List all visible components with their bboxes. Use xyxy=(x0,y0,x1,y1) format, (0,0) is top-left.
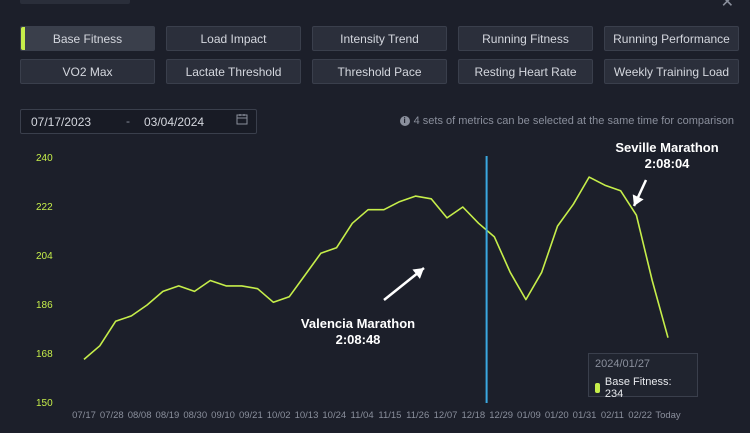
seville-annotation: Seville Marathon 2:08:04 xyxy=(597,140,737,172)
y-tick-label: 186 xyxy=(36,300,53,311)
valencia-arrow-icon xyxy=(383,267,425,301)
seville-name: Seville Marathon xyxy=(615,140,719,155)
close-icon[interactable]: ✕ xyxy=(720,0,734,11)
metric-button-threshold-pace[interactable]: Threshold Pace xyxy=(312,59,447,84)
top-bar: ✕ xyxy=(0,0,750,18)
end-date[interactable]: 03/04/2024 xyxy=(144,115,205,129)
x-tick-label: 07/28 xyxy=(100,410,124,421)
base-fitness-chart[interactable]: 150 168 186 204 222 240 07/17 07/28 08/08 08/19 08… xyxy=(0,140,750,433)
x-tick-label: 09/21 xyxy=(239,410,263,421)
x-tick-label: 01/31 xyxy=(573,410,597,421)
y-tick-label: 168 xyxy=(36,349,53,360)
start-date[interactable]: 07/17/2023 xyxy=(31,115,92,129)
date-range-picker[interactable]: 07/17/2023 - 03/04/2024 xyxy=(20,109,257,134)
metric-button-running-performance[interactable]: Running Performance xyxy=(604,26,739,51)
metric-button-weekly-training-load[interactable]: Weekly Training Load xyxy=(604,59,739,84)
metric-button-lactate-threshold[interactable]: Lactate Threshold xyxy=(166,59,301,84)
metric-button-intensity-trend[interactable]: Intensity Trend xyxy=(312,26,447,51)
y-tick-label: 204 xyxy=(36,251,53,262)
calendar-icon[interactable] xyxy=(236,113,248,125)
x-tick-label: 07/17 xyxy=(72,410,96,421)
chart-tooltip: 2024/01/27 Base Fitness: 234 xyxy=(588,353,698,400)
x-tick-label: 01/09 xyxy=(517,410,541,421)
tooltip-date: 2024/01/27 xyxy=(595,358,651,370)
metric-button-base-fitness[interactable]: Base Fitness xyxy=(20,26,155,51)
date-separator: - xyxy=(126,114,130,128)
metric-button-resting-heart-rate[interactable]: Resting Heart Rate xyxy=(458,59,593,84)
y-tick-label: 150 xyxy=(36,398,53,409)
seville-arrow-icon xyxy=(632,179,648,207)
x-tick-label: 11/15 xyxy=(378,410,401,421)
metric-button-load-impact[interactable]: Load Impact xyxy=(166,26,301,51)
x-tick-label: 12/18 xyxy=(461,410,485,421)
tooltip-row: Base Fitness: 234 xyxy=(595,376,691,400)
hint-text: 4 sets of metrics can be selected at the… xyxy=(413,115,734,127)
x-tick-label: 11/04 xyxy=(351,410,374,421)
valencia-annotation: Valencia Marathon 2:08:48 xyxy=(288,316,428,348)
x-tick-label: 01/20 xyxy=(545,410,569,421)
valencia-name: Valencia Marathon xyxy=(300,316,416,331)
y-tick-label: 222 xyxy=(36,202,53,213)
valencia-time: 2:08:48 xyxy=(335,332,381,347)
metric-button-vo2-max[interactable]: VO2 Max xyxy=(20,59,155,84)
x-tick-label: 10/02 xyxy=(267,410,291,421)
x-tick-label: 08/19 xyxy=(156,410,180,421)
y-tick-label: 240 xyxy=(36,153,53,164)
series-swatch xyxy=(595,383,600,393)
x-tick-label: 12/07 xyxy=(434,410,458,421)
tooltip-value: Base Fitness: 234 xyxy=(604,376,672,400)
seville-time: 2:08:04 xyxy=(644,156,690,171)
x-tick-label: 08/08 xyxy=(128,410,152,421)
x-tick-label: 08/30 xyxy=(183,410,207,421)
x-tick-label: 10/13 xyxy=(295,410,319,421)
base-fitness-line xyxy=(83,176,669,361)
x-tick-label: 12/29 xyxy=(489,410,513,421)
x-tick-label: 09/10 xyxy=(211,410,235,421)
x-tick-label: 11/26 xyxy=(406,410,429,421)
x-tick-label: 10/24 xyxy=(322,410,346,421)
x-tick-label: Today xyxy=(655,410,681,421)
info-icon: i xyxy=(399,116,410,126)
x-tick-label: 02/11 xyxy=(601,410,624,421)
x-tick-label: 02/22 xyxy=(628,410,652,421)
metric-button-running-fitness[interactable]: Running Fitness xyxy=(458,26,593,51)
dialog-title-stub xyxy=(20,0,130,4)
